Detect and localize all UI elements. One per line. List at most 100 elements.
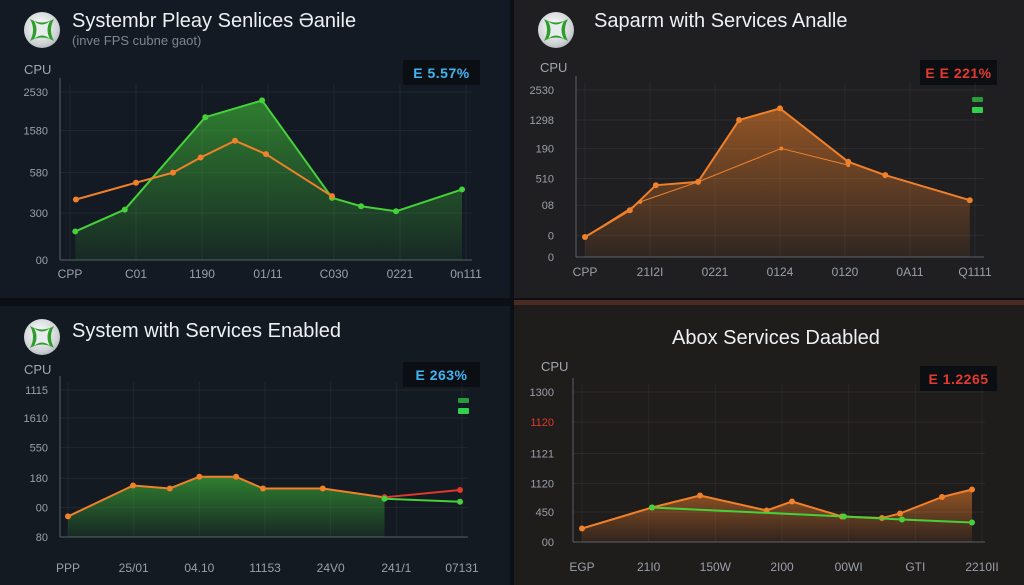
- data-point: [652, 182, 659, 189]
- data-point: [319, 485, 326, 492]
- x-tick-label: C030: [320, 267, 349, 281]
- data-point: [133, 179, 139, 186]
- chart-svg: 2530 1298 190 510 08 0 0 CPP 21I2I 0221 0124 0120 0A…: [530, 60, 992, 279]
- legend-marker: [458, 408, 469, 414]
- data-point: [966, 197, 973, 204]
- chart-subtitle: (inve FPS cubne gaot): [72, 33, 202, 48]
- y-tick-label: 1580: [24, 126, 48, 138]
- x-tick-label: 0120: [832, 265, 859, 279]
- data-point: [626, 207, 633, 214]
- x-tick-label: 21I0: [637, 560, 661, 574]
- series-area: [68, 476, 385, 537]
- y-tick-label: 580: [30, 168, 48, 180]
- legend-marker: [458, 398, 469, 403]
- x-tick-label: 0221: [387, 267, 414, 281]
- chart-svg: 1300 1120 1121 1120 450 00 EGP 21I0 150W 2I00 00WI…: [530, 359, 999, 574]
- data-point: [899, 516, 905, 523]
- data-point: [897, 510, 903, 517]
- data-point: [166, 485, 173, 492]
- series-area: [75, 100, 463, 261]
- data-point: [259, 97, 266, 104]
- chart-panel-bottom-right: Abox Services Daabled E 1.2265 1300 1120 112…: [514, 300, 1024, 585]
- series-line: [384, 488, 461, 499]
- data-point: [579, 525, 585, 532]
- y-tick-label: 08: [542, 200, 554, 212]
- x-tick-label: GTI: [905, 560, 925, 574]
- x-tick-label: 2I00: [770, 560, 794, 574]
- y-tick-label: 510: [536, 174, 554, 186]
- y-tick-label: 2530: [24, 87, 48, 99]
- y-tick-label: 1115: [25, 385, 48, 397]
- x-tick-label: 24V0: [317, 561, 345, 575]
- x-tick-label: 25/01: [119, 561, 149, 575]
- y-axis-label: CPU: [541, 359, 568, 374]
- data-point: [232, 137, 238, 144]
- data-point: [638, 199, 643, 204]
- x-tick-label: 07131: [445, 561, 479, 575]
- y-tick-label: 1121: [530, 449, 554, 461]
- data-point: [381, 495, 388, 502]
- chart-panel-top-left: Systembr Pleay Senlices Əanile (inve FPS …: [0, 0, 510, 298]
- x-tick-label: 2210II: [965, 560, 998, 574]
- chart-panel-bottom-left: System with Services Enabled E 263% 1115 16…: [0, 306, 510, 585]
- x-tick-label: 0n111: [450, 267, 482, 281]
- y-tick-label: 1120: [530, 479, 554, 491]
- data-point: [72, 196, 79, 203]
- x-tick-label: Q1111: [958, 265, 992, 279]
- xbox-logo-icon: [24, 319, 60, 355]
- series-line: [384, 497, 461, 503]
- y-tick-label: 1120: [530, 417, 554, 429]
- data-point: [263, 151, 270, 158]
- data-point: [72, 228, 79, 235]
- data-point: [65, 513, 71, 520]
- data-point: [329, 193, 336, 200]
- data-point: [845, 158, 852, 165]
- data-point: [260, 485, 267, 492]
- y-axis-label: CPU: [24, 62, 51, 77]
- x-tick-label: CPP: [573, 265, 598, 279]
- x-tick-label: 00WI: [835, 560, 863, 574]
- x-tick-label: C01: [125, 267, 147, 281]
- y-tick-label: 190: [536, 143, 554, 155]
- x-tick-label: CPP: [58, 267, 83, 281]
- series-line: [74, 99, 463, 233]
- data-point: [649, 504, 655, 511]
- x-tick-label: EGP: [569, 560, 594, 574]
- y-tick-label: 2530: [530, 85, 554, 97]
- data-point: [459, 186, 466, 193]
- value-badge: E 263%: [403, 362, 480, 387]
- series-line: [651, 506, 973, 524]
- y-tick-label: 450: [536, 507, 554, 519]
- x-tick-label: 150W: [700, 560, 732, 574]
- legend-marker: [972, 107, 983, 113]
- y-tick-label: 00: [542, 537, 554, 549]
- data-point: [789, 498, 795, 505]
- chart-panel-top-right: Saparm with Services Analle E E 221% 2530 1…: [514, 0, 1024, 298]
- data-point: [779, 146, 784, 151]
- data-point: [202, 114, 209, 121]
- x-tick-label: 0221: [702, 265, 729, 279]
- y-tick-label: 00: [36, 255, 48, 267]
- data-point: [697, 492, 703, 499]
- y-axis-label: CPU: [24, 362, 51, 377]
- data-point: [841, 513, 847, 520]
- y-tick-label: 300: [30, 208, 48, 220]
- data-point: [130, 482, 137, 489]
- y-tick-label: 80: [36, 532, 48, 544]
- series-area: [582, 489, 972, 542]
- series-line: [67, 475, 385, 518]
- value-badge: E E 221%: [920, 60, 997, 85]
- data-point: [846, 163, 851, 168]
- x-tick-label: 04.10: [184, 561, 214, 575]
- y-tick-label: 180: [30, 473, 48, 485]
- legend-marker: [972, 97, 983, 102]
- x-tick-label: 1190: [189, 267, 215, 281]
- x-tick-label: 11153: [249, 561, 281, 575]
- data-point: [457, 486, 464, 493]
- data-point: [939, 494, 945, 500]
- chart-title: System with Services Enabled: [72, 320, 342, 342]
- y-tick-label: 0: [548, 252, 554, 264]
- xbox-logo-icon: [24, 12, 60, 48]
- data-point: [969, 486, 975, 493]
- data-point: [121, 206, 128, 213]
